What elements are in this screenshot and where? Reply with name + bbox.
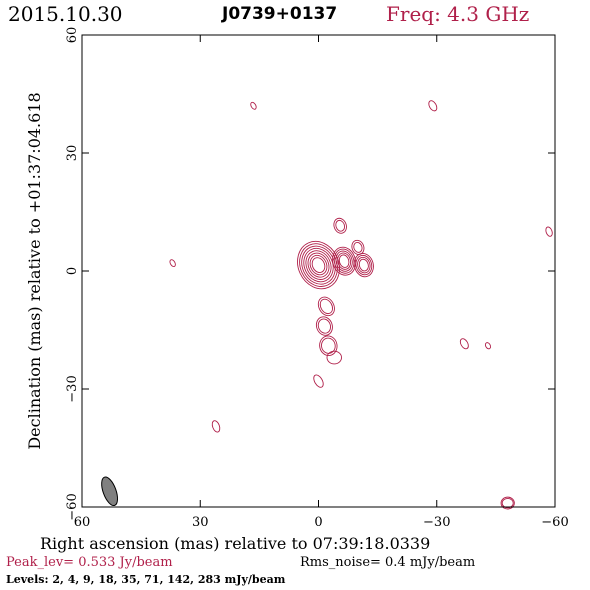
contour-component-noise-7 (313, 374, 324, 388)
x-tick-label: −60 (541, 515, 568, 530)
contour-level (484, 342, 492, 350)
beam-layer (101, 476, 119, 507)
contour-level (501, 497, 514, 509)
contour-level (358, 258, 369, 272)
contour-level (357, 256, 371, 274)
x-tick-label: 30 (192, 515, 209, 530)
contour-level (351, 239, 365, 255)
rms-noise: Rms_noise= 0.4 mJy/beam (300, 555, 476, 570)
contour-level (301, 245, 336, 285)
y-tick-label: 60 (65, 27, 80, 44)
y-axis-label: Declination (mas) relative to +01:37:04.… (25, 92, 44, 449)
contour-component-noise-5 (459, 338, 469, 350)
contour-level (319, 298, 333, 315)
contour-level (545, 226, 553, 237)
contour-level (326, 350, 342, 365)
contour-level (299, 243, 338, 287)
contour-component-noise-3 (169, 259, 176, 268)
source-name: J0739+0137 (222, 4, 338, 24)
contour-component-noise-9 (500, 496, 515, 510)
contour-level (169, 259, 176, 268)
contour-component-jet-4 (326, 350, 342, 365)
contour-level (353, 241, 363, 253)
contour-level (317, 296, 335, 317)
contour-level (309, 254, 328, 276)
contour-level (337, 252, 352, 270)
contour-level (333, 248, 355, 274)
contour-level (315, 316, 333, 336)
x-axis-label: Right ascension (mas) relative to 07:39:… (40, 534, 431, 553)
contour-component-noise-4 (545, 226, 553, 237)
observation-date: 2015.10.30 (8, 2, 123, 26)
contour-level (305, 250, 332, 280)
frequency-label: Freq: 4.3 GHz (386, 2, 530, 26)
contour-level (333, 217, 347, 234)
contour-component-knot-2 (353, 253, 374, 278)
contour-component-noise-1 (250, 101, 257, 110)
y-tick-label: 0 (65, 267, 80, 275)
contour-level (500, 496, 515, 510)
contour-level (459, 338, 469, 350)
contour-level (335, 250, 353, 272)
y-tick-label: −30 (65, 375, 80, 402)
contour-component-noise-8 (211, 420, 221, 433)
contour-level (428, 100, 438, 112)
contour-layer (169, 100, 553, 510)
contour-level (303, 247, 334, 283)
y-tick-label: −60 (65, 493, 80, 520)
contour-component-jet-1 (317, 296, 335, 317)
contour-component-jet-3 (319, 335, 338, 356)
contour-component-knot-4 (351, 239, 365, 255)
plot-frame (81, 34, 556, 508)
contour-component-jet-2 (315, 316, 333, 336)
contour-level (321, 337, 336, 354)
contour-level (307, 252, 330, 278)
contour-component-knot-3 (333, 217, 347, 234)
contour-level (311, 257, 326, 273)
contour-level (250, 101, 257, 110)
x-tick-label: 0 (314, 515, 322, 530)
contour-level (317, 318, 331, 334)
contour-level (313, 374, 324, 388)
contour-levels: Levels: 2, 4, 9, 18, 35, 71, 142, 283 mJ… (6, 573, 286, 586)
y-tick-label: 30 (65, 145, 80, 162)
contour-level (338, 254, 350, 268)
beam-ellipse (101, 476, 119, 507)
axis-ticks: 60 30 0 −30 −60 −60 −30 0 30 60 (65, 27, 569, 530)
x-tick-label: 60 (74, 515, 91, 530)
contour-component-noise-6 (484, 342, 492, 350)
contour-component-noise-2 (428, 100, 438, 112)
contour-level (335, 219, 346, 232)
contour-level (211, 420, 221, 433)
x-tick-label: −30 (423, 515, 450, 530)
peak-level: Peak_lev= 0.533 Jy/beam (6, 555, 173, 570)
contour-level (319, 335, 338, 356)
contour-level (355, 254, 373, 276)
